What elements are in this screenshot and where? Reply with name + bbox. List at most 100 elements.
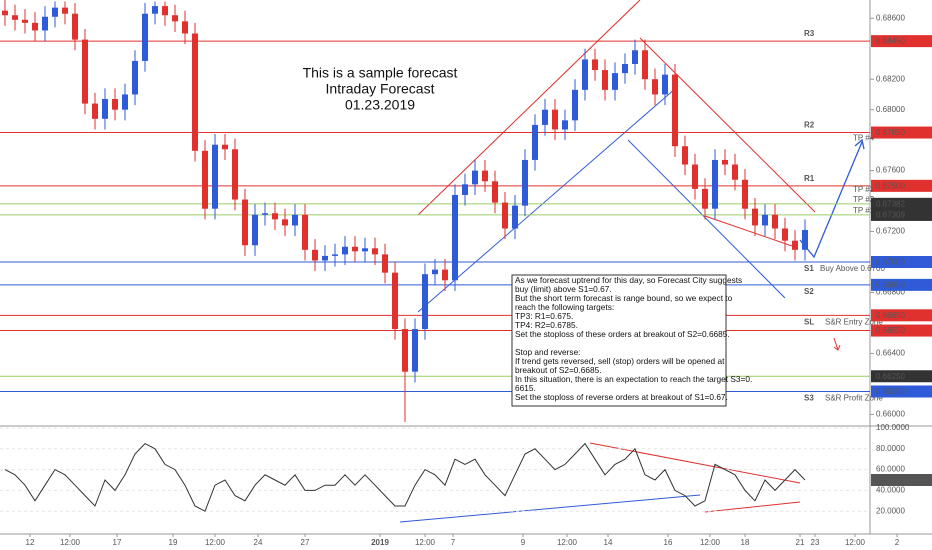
candle-body: [272, 213, 278, 220]
candle-body: [342, 246, 348, 255]
x-tick-label: 2019: [371, 538, 389, 547]
y-tick-label: 0.68600: [876, 13, 905, 22]
candle-body: [752, 208, 758, 226]
x-tick-label: 12:00: [700, 538, 721, 547]
price-tag-label: 0.66550: [876, 326, 905, 335]
level-name: S1: [804, 264, 814, 273]
candle-body: [542, 109, 548, 125]
candle-body: [212, 144, 218, 209]
candle-body: [22, 19, 28, 23]
x-tick-label: 9: [521, 538, 526, 547]
candle-body: [742, 179, 748, 209]
candle-body: [52, 7, 58, 17]
candle-body: [42, 16, 48, 31]
y-tick-label: 0.68200: [876, 74, 905, 83]
candle-body: [622, 63, 628, 74]
candle-body: [492, 181, 498, 203]
candle-body: [112, 99, 118, 110]
candle-body: [802, 230, 808, 250]
y-tick-label: 0.66800: [876, 288, 905, 297]
candle-body: [242, 199, 248, 246]
candle-body: [402, 329, 408, 372]
candle-body: [332, 254, 338, 256]
candle-body: [692, 164, 698, 189]
candle-body: [172, 15, 178, 22]
candle-body: [82, 39, 88, 104]
candle-body: [362, 248, 368, 252]
candle-body: [192, 33, 198, 151]
candle-body: [92, 103, 98, 119]
candle-body: [432, 269, 438, 275]
y-tick-label: 20.0000: [876, 506, 905, 515]
forecast-arrow: [833, 337, 839, 351]
x-tick-label: 7: [451, 538, 456, 547]
note-line: buy (limit) above S1=0.67.: [515, 284, 612, 294]
price-tag: [871, 385, 932, 398]
candle-body: [532, 124, 538, 160]
candle-body: [662, 74, 668, 95]
note-line: As we forecast uptrend for this day, so …: [515, 275, 742, 285]
candle-body: [162, 6, 168, 16]
price-tag-label: 0.67500: [876, 181, 905, 190]
candle-body: [672, 74, 678, 147]
candle-body: [152, 6, 158, 14]
indicator-trend-line: [704, 501, 801, 513]
candle-body: [472, 170, 478, 185]
candle-body: [552, 109, 558, 130]
candle-body: [412, 329, 418, 372]
candle-body: [282, 219, 288, 226]
price-tag: [871, 256, 932, 269]
arrow-head: [833, 344, 841, 351]
candle-body: [562, 120, 568, 130]
arrow-head: [854, 138, 865, 150]
price-tag: [871, 35, 932, 48]
x-tick-label: 12:00: [205, 538, 226, 547]
level-name: R3: [804, 29, 815, 38]
x-tick-label: 12:00: [845, 538, 866, 547]
x-tick-label: 23: [811, 538, 820, 547]
x-tick-label: 16: [664, 538, 673, 547]
level-note: S&R Entry Zone: [825, 317, 883, 326]
candle-body: [702, 188, 708, 209]
candle-body: [522, 159, 528, 206]
candle-body: [712, 159, 718, 209]
x-tick-label: 27: [301, 538, 310, 547]
x-tick-label: 12: [26, 538, 35, 547]
candle-body: [382, 254, 388, 273]
x-tick-label: 12:00: [415, 538, 436, 547]
level-name: S3: [804, 394, 814, 403]
candle-body: [482, 170, 488, 182]
price-tag-label: 0.66850: [876, 280, 905, 289]
x-tick-label: 12:00: [60, 538, 81, 547]
candle-body: [602, 70, 608, 90]
y-tick-label: 40.0000: [876, 486, 905, 495]
level-name: R2: [804, 121, 815, 130]
forecast-title: This is a sample forecast: [303, 65, 458, 81]
candle-body: [352, 246, 358, 252]
candle-body: [502, 202, 508, 229]
candle-body: [302, 214, 308, 250]
note-line: breakout of S2=0.6685.: [515, 365, 602, 375]
y-tick-label: 0.67200: [876, 227, 905, 236]
y-tick-label: 0.66400: [876, 349, 905, 358]
x-tick-label: 14: [604, 538, 613, 547]
candle-body: [582, 59, 588, 90]
candle-body: [782, 228, 788, 241]
candle-body: [422, 274, 428, 330]
candle-body: [392, 272, 398, 330]
candle-body: [252, 214, 258, 246]
candle-body: [62, 7, 68, 14]
trend-line: [639, 37, 816, 213]
note-line: If trend gets reversed, sell (stop) orde…: [515, 356, 725, 366]
trend-line: [417, 87, 677, 313]
forecast-title: Intraday Forecast: [326, 81, 435, 97]
note-line: TP3: R1=0.675.: [515, 311, 573, 321]
level-name: SL: [804, 317, 814, 326]
note-line: 6615.: [515, 383, 536, 393]
note-line: Set the stoploss of reverse orders at br…: [515, 392, 728, 402]
level-name: S2: [804, 287, 814, 296]
candle-body: [592, 59, 598, 71]
y-tick-label: 100.0000: [876, 423, 910, 432]
price-tag: [871, 370, 932, 383]
